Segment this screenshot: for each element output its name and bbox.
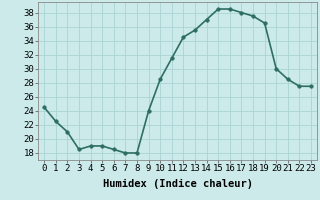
X-axis label: Humidex (Indice chaleur): Humidex (Indice chaleur)	[103, 179, 252, 189]
